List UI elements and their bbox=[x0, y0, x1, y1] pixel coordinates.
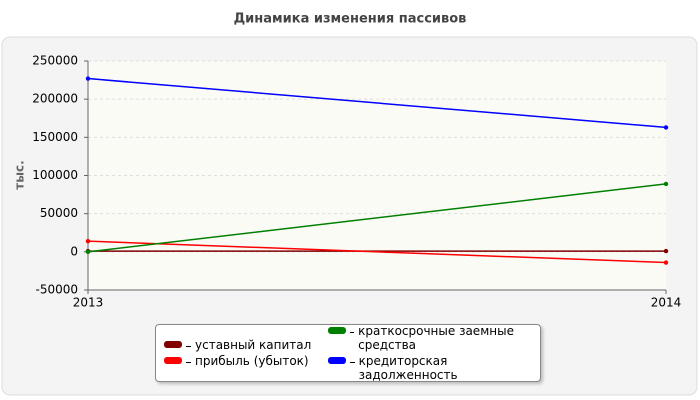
y-tick-label: -50000 bbox=[35, 283, 78, 297]
point bbox=[85, 238, 91, 244]
y-tick-label: 100000 bbox=[32, 168, 78, 182]
legend-dash bbox=[350, 332, 355, 333]
y-tick-label: 200000 bbox=[32, 92, 78, 106]
legend-label: уставный капитал bbox=[195, 338, 312, 352]
chart-title: Динамика изменения пассивов bbox=[234, 12, 467, 27]
series-line bbox=[87, 240, 667, 264]
legend-swatch bbox=[164, 341, 182, 348]
point bbox=[663, 125, 669, 130]
series-line bbox=[87, 183, 667, 253]
y-axis-label: тыс. bbox=[13, 160, 27, 189]
legend-item: уставный капитал bbox=[164, 338, 328, 352]
legend-swatch bbox=[328, 327, 347, 334]
legend-label: кредиторская задолженность bbox=[358, 354, 458, 382]
legend-column: краткосрочные заемные средства кредиторск… bbox=[328, 324, 532, 382]
legend-dash bbox=[186, 362, 191, 363]
legend-dash bbox=[186, 346, 191, 347]
legend-item: краткосрочные заемные средства bbox=[328, 324, 532, 352]
legend: уставный капитал прибыль (убыток) краткоср… bbox=[155, 324, 541, 382]
legend-item: прибыль (убыток) bbox=[164, 354, 328, 368]
point bbox=[663, 181, 669, 187]
point bbox=[85, 249, 91, 255]
x-tick-label: 2013 bbox=[73, 296, 104, 310]
legend-dash bbox=[350, 362, 355, 363]
series-line bbox=[87, 77, 667, 129]
y-tick-label: 50000 bbox=[40, 206, 78, 220]
y-tick-label: 250000 bbox=[32, 54, 78, 68]
legend-label: прибыль (убыток) bbox=[195, 354, 309, 368]
legend-swatch bbox=[328, 357, 347, 364]
legend-label: краткосрочные заемные средства bbox=[358, 324, 514, 352]
legend-item: кредиторская задолженность bbox=[328, 354, 532, 382]
point bbox=[663, 260, 669, 265]
y-tick-label: 0 bbox=[70, 244, 78, 258]
y-tick-label: 150000 bbox=[32, 130, 78, 144]
x-tick-label: 2014 bbox=[651, 296, 682, 310]
legend-column: уставный капитал прибыль (убыток) bbox=[164, 333, 328, 373]
legend-swatch bbox=[164, 357, 182, 364]
point bbox=[663, 248, 669, 254]
point bbox=[85, 76, 91, 81]
